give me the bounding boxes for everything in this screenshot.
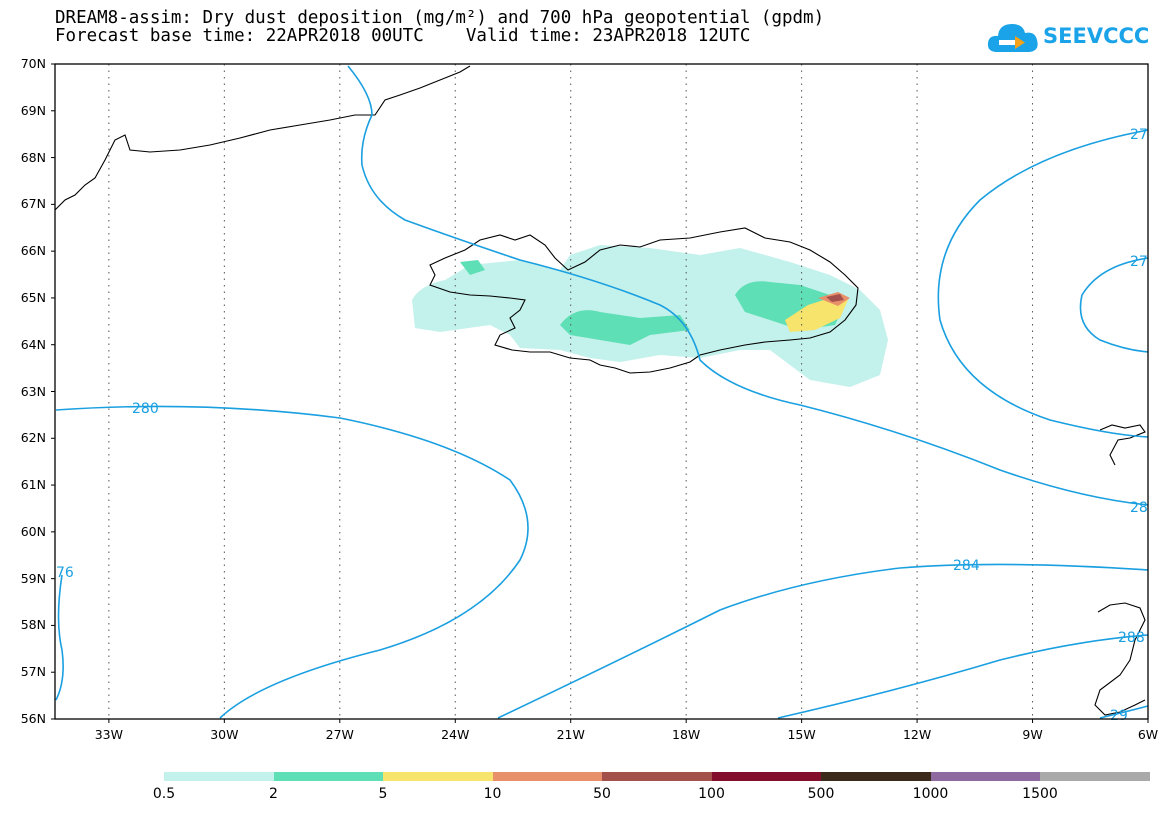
lon-label: 27W — [325, 727, 354, 742]
lat-label: 65N — [20, 289, 46, 305]
lat-label: 59N — [20, 570, 46, 586]
contour-27-outer — [937, 129, 1149, 438]
map-subtitle: Forecast base time: 22APR2018 00UTC Vali… — [55, 26, 751, 46]
colorbar-segment — [602, 772, 712, 781]
dust-area-5 — [785, 298, 848, 332]
dust-area-50 — [826, 294, 844, 302]
contour-280 — [55, 405, 529, 719]
colorbar-segment — [383, 772, 493, 781]
colorbar-segment — [492, 772, 602, 781]
colorbar-label: 10 — [483, 786, 502, 802]
lon-label: 9W — [1022, 727, 1043, 742]
dust-area-0-5 — [412, 245, 888, 387]
lat-label: 63N — [20, 383, 46, 399]
dust-deposition-fill — [412, 245, 888, 387]
lon-label: 33W — [94, 727, 123, 742]
lat-label: 57N — [20, 664, 46, 680]
lat-label: 60N — [20, 523, 46, 539]
colorbar-segment — [1040, 772, 1150, 781]
map-frame — [54, 63, 1149, 720]
contour-label: 28 — [1130, 500, 1148, 516]
lon-label: 30W — [210, 727, 239, 742]
map-grid — [108, 64, 1034, 719]
contour-label: 280 — [132, 401, 159, 417]
colorbar — [164, 772, 1150, 781]
colorbar-segment — [164, 772, 274, 781]
contour-27-inner — [1079, 257, 1149, 353]
lat-label: 62N — [20, 430, 46, 446]
contour-label: 29 — [1110, 708, 1128, 724]
lat-label: 66N — [20, 243, 46, 259]
contour-label: 288 — [1118, 630, 1145, 646]
lon-label: 6W — [1137, 727, 1159, 742]
colorbar-segment — [821, 772, 931, 781]
coastlines — [54, 65, 1146, 716]
contour-29 — [1099, 705, 1149, 719]
colorbar-label: 1500 — [1022, 786, 1058, 802]
logo-text: SEEVCCC — [1043, 24, 1150, 48]
map-title: DREAM8-assim: Dry dust deposition (mg/m²… — [55, 8, 825, 28]
geopotential-contours — [55, 65, 1149, 719]
contour-northwest — [347, 65, 1149, 506]
contour-76 — [55, 574, 64, 701]
colorbar-label: 5 — [378, 786, 388, 802]
colorbar-label: 500 — [807, 786, 835, 802]
contour-288 — [777, 634, 1149, 719]
contour-label: 76 — [56, 565, 74, 581]
dust-area-2-west — [560, 310, 690, 345]
colorbar-label: 100 — [698, 786, 725, 802]
colorbar-segment — [930, 772, 1040, 781]
lon-label: 15W — [787, 727, 816, 742]
lon-label: 21W — [556, 727, 585, 742]
lat-label: 70N — [20, 56, 46, 71]
lat-label: 68N — [20, 149, 46, 165]
greenland-coast — [54, 65, 471, 211]
colorbar-label: 2 — [269, 786, 278, 802]
cloud-icon — [987, 24, 1038, 52]
lat-label: 58N — [20, 617, 46, 633]
lon-label: 12W — [902, 727, 932, 742]
contour-label: 27 — [1130, 127, 1148, 143]
iceland-coast — [429, 227, 859, 374]
faroe-islands-coast — [1099, 424, 1146, 466]
lat-label: 64N — [20, 336, 46, 352]
colorbar-label: 50 — [593, 786, 611, 802]
colorbar-segment — [711, 772, 821, 781]
colorbar-segment — [273, 772, 383, 781]
lon-label: 24W — [441, 727, 470, 742]
lat-label: 61N — [20, 477, 46, 493]
lat-label: 69N — [20, 102, 46, 118]
axis-ticks — [51, 63, 1149, 723]
scotland-coast — [1094, 602, 1146, 716]
seevccc-logo: SEEVCCC — [985, 18, 1165, 58]
contour-labels: 280 284 27 27 28 288 29 76 — [56, 127, 1148, 724]
dust-area-2-nw — [460, 260, 485, 275]
contour-label: 27 — [1130, 254, 1148, 270]
contour-label: 284 — [953, 558, 980, 574]
contour-284 — [497, 563, 1149, 719]
colorbar-label: 0.5 — [152, 786, 176, 802]
lat-label: 56N — [20, 711, 46, 726]
colorbar-label: 1000 — [912, 786, 949, 802]
lon-label: 18W — [672, 727, 701, 742]
lat-label: 67N — [20, 196, 46, 212]
